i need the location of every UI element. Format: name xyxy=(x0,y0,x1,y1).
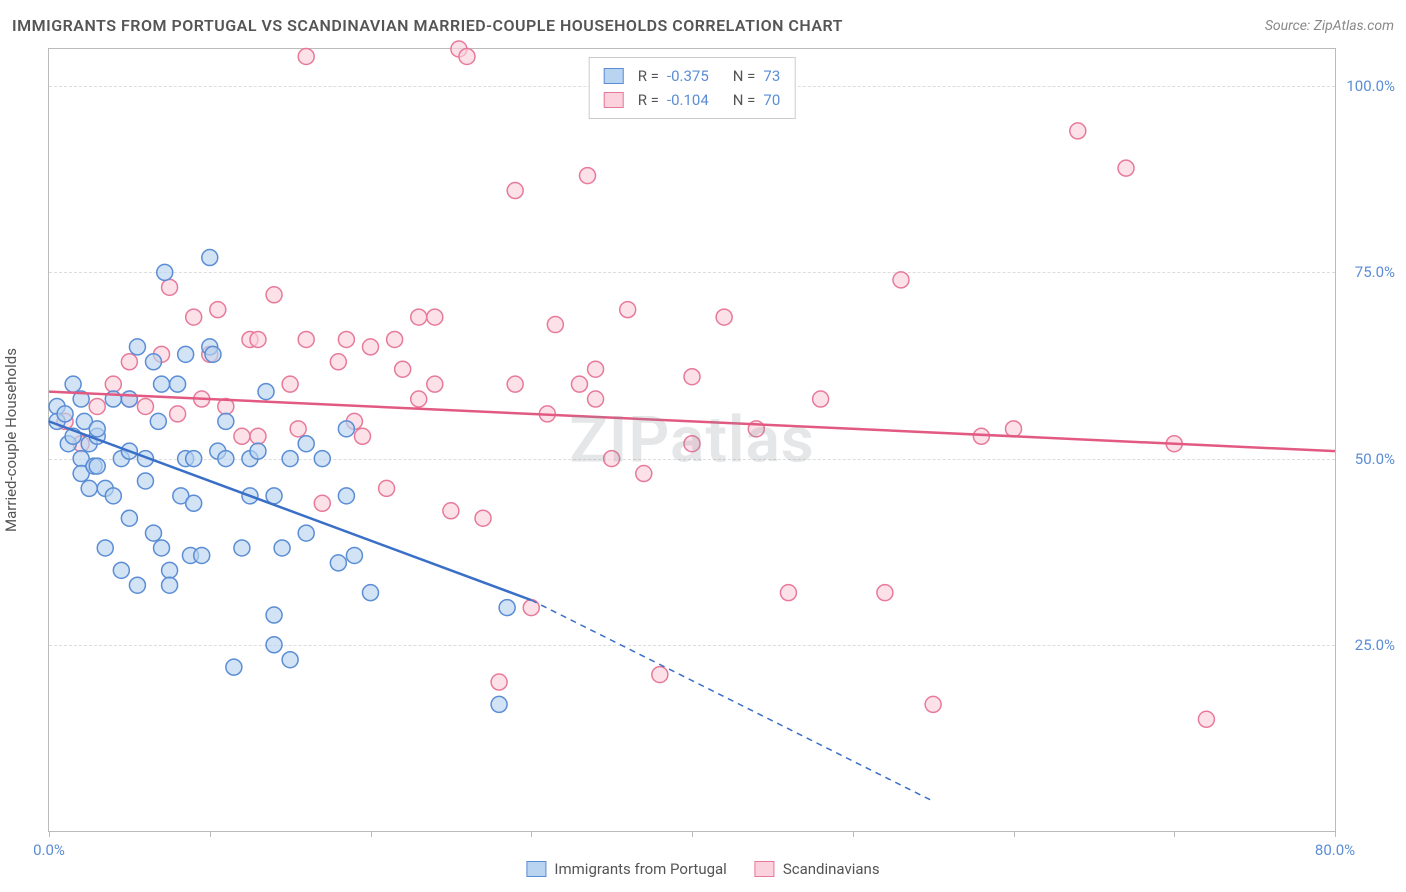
legend-item-0: Immigrants from Portugal xyxy=(526,860,726,878)
x-tick-mark xyxy=(49,831,50,837)
x-tick-mark xyxy=(853,831,854,837)
r-label-0: R = xyxy=(638,64,659,88)
legend-stats-row-1: R = -0.104 N = 70 xyxy=(604,88,781,112)
legend-stats-box: R = -0.375 N = 73 R = -0.104 N = 70 xyxy=(589,57,796,119)
x-tick-mark xyxy=(371,831,372,837)
r-label-1: R = xyxy=(638,88,659,112)
x-tick-mark xyxy=(1335,831,1336,837)
y-tick-label: 100.0% xyxy=(1346,77,1395,95)
x-tick-mark xyxy=(692,831,693,837)
legend-label-0: Immigrants from Portugal xyxy=(554,860,726,878)
legend-label-1: Scandinavians xyxy=(783,860,880,878)
legend-swatch-1-icon xyxy=(755,861,775,877)
x-tick-label: 80.0% xyxy=(1315,841,1355,859)
y-tick-label: 25.0% xyxy=(1355,636,1395,654)
x-tick-mark xyxy=(531,831,532,837)
x-tick-mark xyxy=(1014,831,1015,837)
chart-title: IMMIGRANTS FROM PORTUGAL VS SCANDINAVIAN… xyxy=(12,16,843,35)
chart-header: IMMIGRANTS FROM PORTUGAL VS SCANDINAVIAN… xyxy=(12,16,1394,35)
chart-plot-area: Married-couple Households ZIPatlas 25.0%… xyxy=(48,48,1336,832)
x-tick-label: 0.0% xyxy=(33,841,65,859)
n-label-0: N = xyxy=(733,64,756,88)
legend-stats-row-0: R = -0.375 N = 73 xyxy=(604,64,781,88)
n-value-0: 73 xyxy=(763,64,780,88)
chart-source: Source: ZipAtlas.com xyxy=(1265,18,1394,34)
y-axis-label: Married-couple Households xyxy=(2,348,20,532)
legend-swatch-0-icon xyxy=(526,861,546,877)
y-tick-label: 50.0% xyxy=(1355,450,1395,468)
legend-item-1: Scandinavians xyxy=(755,860,880,878)
chart-svg xyxy=(49,49,1335,831)
r-value-1: -0.104 xyxy=(667,88,709,112)
y-tick-label: 75.0% xyxy=(1355,263,1395,281)
x-tick-mark xyxy=(210,831,211,837)
legend-bottom: Immigrants from Portugal Scandinavians xyxy=(526,860,879,878)
n-value-1: 70 xyxy=(763,88,780,112)
r-value-0: -0.375 xyxy=(667,64,709,88)
n-label-1: N = xyxy=(733,88,756,112)
legend-swatch-blue-icon xyxy=(604,68,624,84)
legend-swatch-pink-icon xyxy=(604,92,624,108)
x-tick-mark xyxy=(1174,831,1175,837)
